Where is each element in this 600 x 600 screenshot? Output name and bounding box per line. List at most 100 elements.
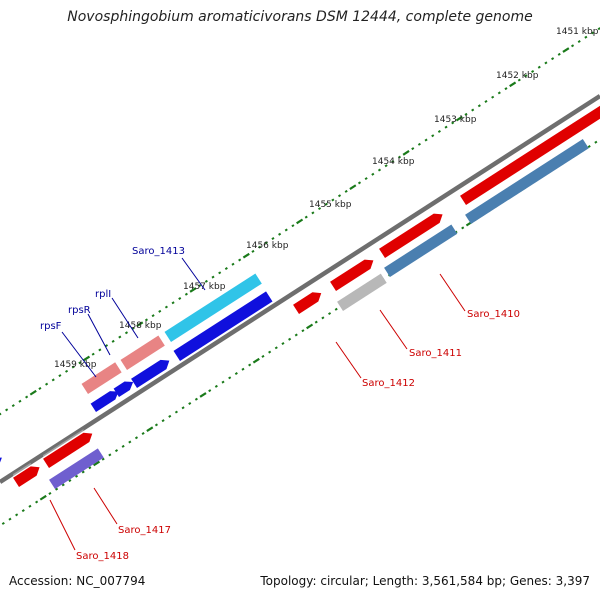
ring-tick-mark [296, 218, 304, 225]
gene-label-rplI[interactable]: rplI [95, 289, 111, 300]
ring-tick-mark [114, 449, 119, 453]
ring-tick-mark [537, 65, 541, 69]
gene-body [49, 448, 104, 489]
ring-tick-mark [78, 361, 82, 365]
ring-tick-mark [268, 350, 272, 354]
gene-body [330, 259, 374, 291]
gene-blue-rpsR[interactable] [113, 377, 134, 397]
ring-tick-mark [168, 414, 172, 418]
ring-tick-mark [68, 479, 72, 483]
genome-summary-text: Topology: circular; Length: 3,561,584 bp… [260, 574, 590, 588]
gene-pink-rplI[interactable] [120, 331, 165, 370]
connector-saro-1412 [335, 341, 362, 379]
gene-blue-left-edge[interactable] [0, 454, 2, 470]
gene-red-saro-1417-top[interactable] [43, 429, 93, 468]
ring-tick-mark [491, 95, 495, 99]
gene-label-saro-1410[interactable]: Saro_1410 [467, 309, 520, 320]
ring-tick-mark [204, 279, 208, 283]
gene-steelblue-saro-1411[interactable] [384, 220, 458, 277]
ring-tick-mark [108, 453, 112, 457]
ring-tick-mark [8, 517, 12, 521]
ring-tick-mark [424, 138, 428, 142]
gene-pink-rpsR[interactable] [81, 358, 122, 394]
ring-tick-mark [328, 312, 332, 316]
gene-red-saro-1412-top[interactable] [330, 255, 374, 291]
ring-tick-mark [81, 470, 85, 474]
ring-tick-mark [411, 147, 415, 151]
gene-highlight [379, 209, 434, 249]
gene-red-saro-1418-top[interactable] [13, 462, 40, 487]
ring-tick-mark [504, 87, 508, 91]
ring-tick-mark [25, 395, 29, 399]
gene-body [90, 391, 119, 412]
gene-highlight [131, 356, 161, 379]
gene-red-saro-1411-top[interactable] [379, 209, 443, 258]
gene-blue-rpsF[interactable] [90, 387, 119, 412]
ring-tick-mark [391, 159, 395, 163]
ring-tick-mark [88, 466, 92, 470]
ring-tick-mark [101, 457, 105, 461]
ring-tick-mark [349, 184, 357, 190]
ring-tick-mark [344, 189, 348, 193]
ring-tick-mark [55, 487, 59, 491]
ring-tick-mark [221, 380, 225, 384]
gene-red-small[interactable] [293, 288, 322, 314]
ring-tick-mark [562, 47, 570, 53]
gene-blue-long[interactable] [173, 287, 273, 361]
ring-tick-mark [590, 31, 595, 35]
ring-tick-mark [174, 410, 178, 414]
ring-tick-mark [11, 404, 15, 408]
ring-tick-mark [497, 91, 501, 95]
connector-saro-1411 [379, 309, 408, 350]
ring-tick-mark [214, 384, 218, 388]
ring-tick-mark [39, 494, 47, 501]
gene-body [460, 105, 600, 205]
ring-tick-mark [594, 140, 598, 144]
connector-rpsR [87, 313, 111, 356]
ring-tick-mark [524, 74, 528, 78]
ring-tick-mark [258, 245, 262, 249]
gene-label-saro-1417[interactable]: Saro_1417 [118, 525, 171, 536]
ring-tick-mark [71, 365, 75, 369]
gene-label-rpsR[interactable]: rpsR [68, 305, 91, 316]
ring-tick-mark [334, 307, 338, 311]
gene-body [384, 224, 458, 277]
gene-label-saro-1413[interactable]: Saro_1413 [132, 246, 185, 257]
ring-tick-mark [178, 297, 182, 300]
ring-tick-mark [264, 241, 268, 245]
gene-gray-saro-1412[interactable] [337, 270, 387, 311]
tick-label-1455: 1455 kbp [309, 200, 352, 210]
ring-tick-mark [5, 408, 9, 412]
tick-label-1456: 1456 kbp [246, 241, 289, 251]
ring-tick-mark [1, 521, 5, 525]
ring-tick-mark [274, 346, 278, 350]
gene-highlight [330, 255, 365, 282]
gene-label-saro-1411[interactable]: Saro_1411 [409, 348, 462, 359]
ring-tick-mark [241, 367, 245, 371]
ring-tick-mark [134, 436, 139, 440]
gene-steelblue-saro-1410[interactable] [465, 135, 589, 224]
gene-label-saro-1418[interactable]: Saro_1418 [76, 551, 129, 562]
gene-red-top-right[interactable] [460, 100, 600, 205]
ring-tick-mark [331, 198, 335, 202]
ring-tick-mark [75, 474, 79, 478]
gene-label-saro-1412[interactable]: Saro_1412 [362, 378, 415, 389]
gene-cyan-saro-1413[interactable] [164, 269, 262, 342]
ring-tick-mark [111, 339, 115, 343]
ring-tick-mark [65, 369, 69, 373]
gene-blue-rplI[interactable] [131, 356, 170, 388]
gene-label-rpsF[interactable]: rpsF [40, 321, 62, 332]
ring-tick-mark [324, 202, 328, 206]
gene-body [113, 381, 134, 397]
gene-body [81, 362, 122, 394]
ring-tick-mark [281, 342, 285, 346]
gene-highlight [113, 377, 125, 389]
ring-tick-mark [252, 357, 260, 364]
ring-tick-mark [218, 271, 222, 275]
ring-tick-mark [464, 112, 468, 116]
ring-tick-mark [531, 70, 535, 73]
gene-highlight [337, 270, 381, 302]
gene-purple-saro-1417[interactable] [49, 444, 104, 489]
ring-tick-mark [61, 483, 65, 487]
